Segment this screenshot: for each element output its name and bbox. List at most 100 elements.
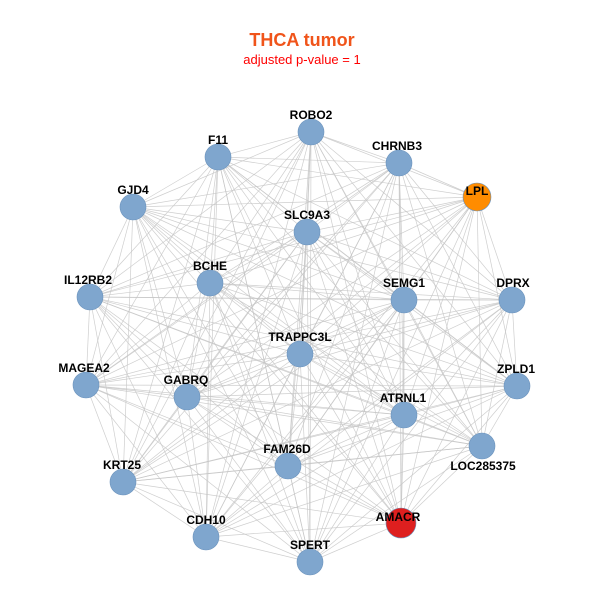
node-trappc3l: [286, 340, 314, 368]
edge: [306, 231, 513, 301]
node-amacr: [385, 507, 417, 539]
edge: [400, 414, 405, 524]
edge: [89, 131, 312, 298]
edge: [132, 206, 211, 284]
chart-title: THCA tumor: [249, 30, 354, 50]
edges-layer: [85, 131, 518, 563]
edge: [186, 396, 207, 538]
edge: [132, 206, 483, 447]
edge: [217, 156, 405, 416]
edge: [132, 206, 188, 398]
edge: [132, 162, 400, 208]
edge: [122, 445, 483, 483]
edge: [85, 131, 312, 386]
edge: [205, 465, 289, 538]
node-label-loc285375: LOC285375: [450, 459, 516, 473]
edge: [186, 385, 518, 398]
node-label-amacr: AMACR: [376, 510, 421, 524]
node-zpld1: [503, 372, 531, 400]
edge: [122, 231, 308, 483]
edge: [205, 414, 405, 538]
node-robo2: [297, 118, 325, 146]
edge: [122, 196, 478, 483]
edge: [287, 353, 301, 467]
edge: [122, 481, 207, 538]
edge: [186, 396, 311, 563]
edge: [217, 156, 483, 447]
edge: [89, 156, 219, 298]
edge: [306, 231, 405, 416]
edge: [309, 385, 518, 563]
edge: [209, 282, 483, 447]
node-spert: [296, 548, 324, 576]
node-semg1: [390, 286, 418, 314]
edge: [122, 353, 301, 483]
edge: [309, 299, 405, 563]
node-label-krt25: KRT25: [103, 458, 141, 472]
node-dprx: [498, 286, 526, 314]
node-label-gabrq: GABRQ: [164, 373, 209, 387]
edge: [217, 156, 402, 524]
edge: [122, 162, 400, 483]
node-label-zpld1: ZPLD1: [497, 362, 535, 376]
edge: [299, 353, 483, 447]
edge: [309, 445, 483, 563]
node-label-bche: BCHE: [193, 259, 227, 273]
node-label-lpl: LPL: [466, 184, 489, 198]
node-bche: [196, 269, 224, 297]
node-magea2: [72, 371, 100, 399]
node-slc9a3: [293, 218, 321, 246]
edge: [403, 196, 478, 416]
edge: [89, 296, 188, 398]
edge: [306, 231, 405, 301]
edge: [400, 445, 483, 524]
edge: [89, 296, 311, 563]
edge: [209, 131, 312, 284]
edge: [287, 465, 311, 563]
edge: [205, 299, 513, 538]
node-loc285375: [468, 432, 496, 460]
edge: [217, 156, 478, 198]
edge: [132, 206, 513, 301]
edge: [132, 156, 219, 208]
edge: [85, 282, 211, 386]
edge: [209, 231, 308, 284]
edge: [398, 162, 405, 301]
edge: [476, 196, 483, 447]
edge: [309, 162, 400, 563]
edge: [306, 231, 483, 447]
node-label-fam26d: FAM26D: [263, 442, 311, 456]
node-label-slc9a3: SLC9A3: [284, 208, 330, 222]
nodes-layer: [72, 118, 531, 576]
edge: [306, 162, 400, 233]
node-gjd4: [119, 193, 147, 221]
edge: [310, 131, 483, 447]
edge: [403, 299, 513, 416]
chart-subtitle: adjusted p-value = 1: [243, 52, 360, 67]
edge: [299, 299, 405, 355]
edge: [186, 299, 513, 398]
node-atrnl1: [390, 401, 418, 429]
edge: [476, 196, 518, 387]
edge: [205, 231, 308, 538]
edge: [85, 384, 207, 538]
edge: [186, 353, 301, 398]
edge: [209, 282, 289, 467]
edge: [306, 231, 402, 524]
edge: [89, 296, 402, 524]
edge: [122, 299, 513, 483]
edge: [85, 162, 400, 386]
node-label-chrnb3: CHRNB3: [372, 139, 422, 153]
edge: [217, 156, 301, 355]
edge: [217, 131, 312, 158]
edge: [85, 384, 518, 387]
edge: [205, 445, 483, 538]
edge: [476, 196, 513, 301]
edge: [309, 196, 478, 563]
edge: [400, 299, 513, 524]
edge: [209, 282, 405, 301]
node-lpl: [462, 182, 492, 212]
edge: [89, 296, 124, 483]
